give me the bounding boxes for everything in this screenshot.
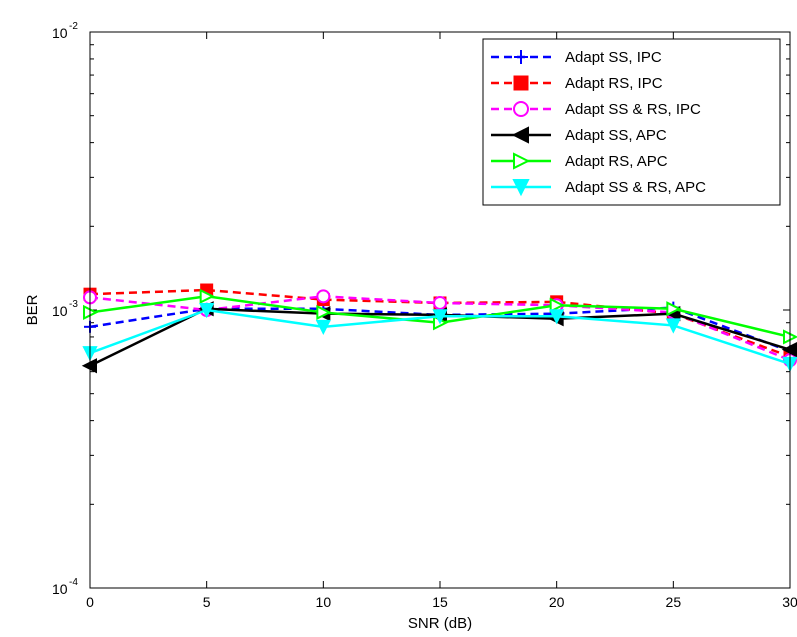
y-tick-base: 10 xyxy=(52,25,68,41)
y-tick-exponent: -4 xyxy=(69,577,78,588)
plot-frame xyxy=(89,31,791,589)
data-point xyxy=(512,179,530,197)
legend-entry: Adapt SS, IPC xyxy=(491,49,662,66)
data-point xyxy=(513,75,529,91)
legend-label: Adapt SS & RS, IPC xyxy=(565,101,701,118)
data-point xyxy=(433,295,447,310)
legend-label: Adapt RS, APC xyxy=(565,153,668,170)
data-point xyxy=(316,304,332,321)
legend-label: Adapt RS, IPC xyxy=(565,75,663,92)
y-tick-labels: 10-210-310-4 xyxy=(52,21,78,597)
x-axis-label: SNR (dB) xyxy=(408,615,472,632)
data-point xyxy=(549,309,565,325)
data-point xyxy=(549,297,565,313)
legend-entry: Adapt SS & RS, IPC xyxy=(491,101,701,118)
legend-entry: Adapt SS, APC xyxy=(491,126,667,144)
series-layer xyxy=(81,283,797,374)
y-axis-label: BER xyxy=(24,294,41,325)
legend-entry: Adapt RS, IPC xyxy=(491,75,663,92)
legend: Adapt SS, IPC Adapt RS, IPC Adapt SS & RS,… xyxy=(482,38,781,206)
x-tick-labels: 0 5 10 15 20 25 30 xyxy=(86,594,797,610)
x-tick-label: 0 xyxy=(86,594,94,610)
data-point xyxy=(315,319,331,336)
x-tick-label: 25 xyxy=(666,594,682,610)
y-tick-label: 10 -2 xyxy=(52,21,78,41)
data-point xyxy=(513,152,531,170)
y-tick-base: 10 xyxy=(52,581,68,597)
data-point xyxy=(666,301,682,317)
legend-entry: Adapt SS & RS, APC xyxy=(491,179,706,197)
data-point xyxy=(199,288,215,304)
data-point xyxy=(514,50,528,64)
data-point xyxy=(665,318,681,334)
legend-box xyxy=(482,38,781,206)
legend-label: Adapt SS & RS, APC xyxy=(565,179,706,196)
data-point xyxy=(511,126,529,144)
x-tick-label: 20 xyxy=(549,594,565,610)
y-tick-base: 10 xyxy=(52,303,68,319)
x-tick-label: 15 xyxy=(432,594,448,610)
legend-label: Adapt SS, IPC xyxy=(565,49,662,66)
data-point xyxy=(199,303,215,319)
y-tick-label: 10 -3 xyxy=(52,299,78,319)
legend-label: Adapt SS, APC xyxy=(565,127,667,144)
data-point xyxy=(513,101,529,117)
data-point xyxy=(316,289,331,304)
legend-entry: Adapt RS, APC xyxy=(491,152,668,170)
x-tick-label: 10 xyxy=(316,594,332,610)
y-tick-exponent: -3 xyxy=(69,299,78,310)
x-tick-label: 30 xyxy=(782,594,797,610)
y-tick-label: 10 -4 xyxy=(52,577,78,597)
data-point xyxy=(432,309,448,325)
x-tick-label: 5 xyxy=(203,594,211,610)
y-tick-exponent: -2 xyxy=(69,21,78,32)
